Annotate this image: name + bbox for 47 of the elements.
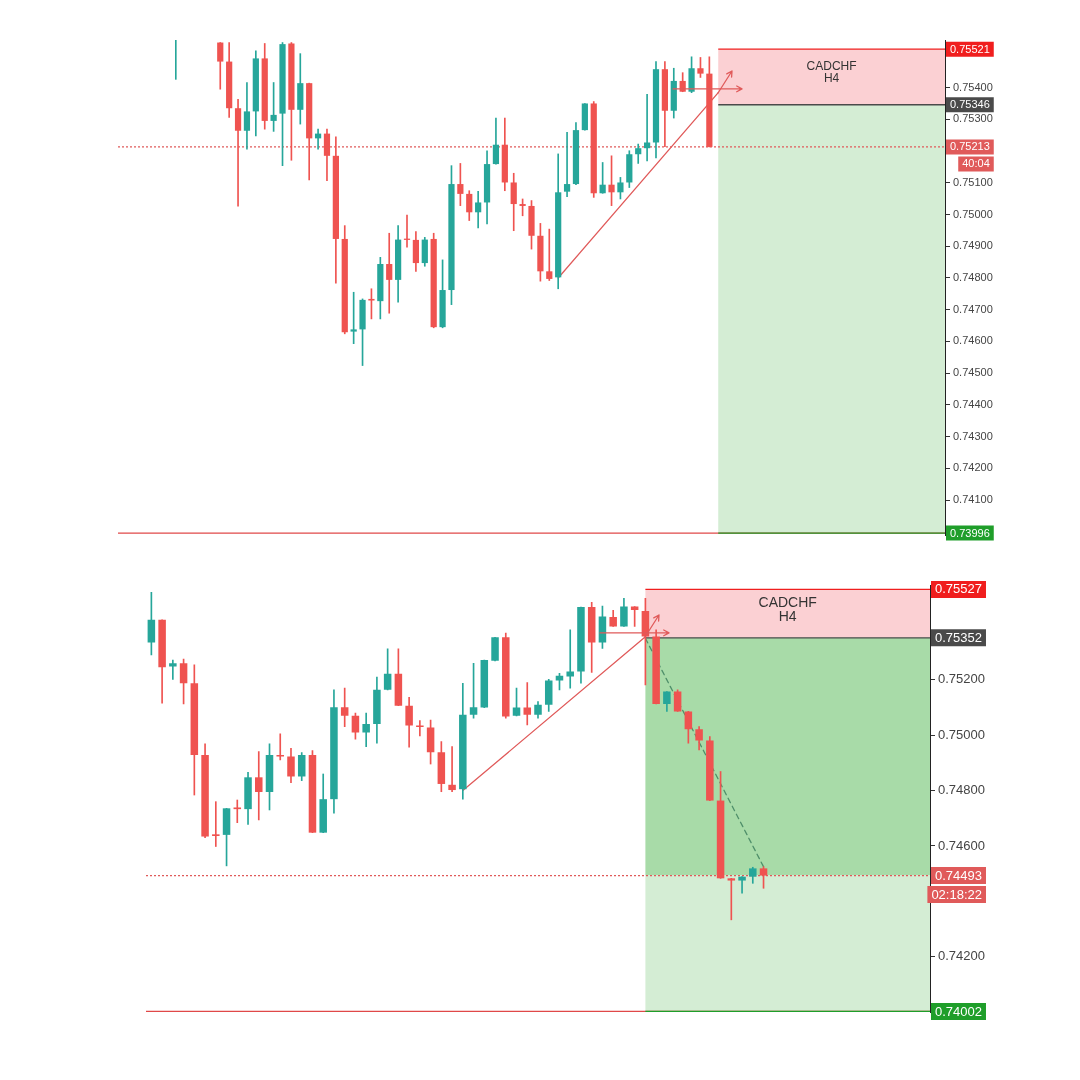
- candlestick: [276, 733, 285, 761]
- ref-line-label: 0.75346: [950, 98, 990, 111]
- candlestick: [169, 659, 177, 680]
- y-tick-label: 0.75000: [938, 726, 985, 742]
- candlestick: [563, 132, 571, 198]
- ref-line-label: 0.74002: [935, 1003, 982, 1019]
- text: 02:18:22: [931, 886, 982, 902]
- y-tick-label: 0.74100: [953, 493, 993, 506]
- y-tick-label: 0.74500: [953, 366, 993, 379]
- ref-line-label: 0.73996: [950, 526, 990, 539]
- ref-line-label: 0.75521: [950, 42, 990, 55]
- y-tick-label: 0.75000: [953, 207, 993, 220]
- y-tick-label: 0.75100: [953, 175, 993, 188]
- candlestick: [448, 746, 456, 793]
- ref-line-label: 0.75213: [950, 140, 990, 153]
- candlestick: [233, 799, 242, 824]
- y-tick-label: 0.75400: [953, 80, 993, 93]
- y-tick-label: 0.74300: [953, 429, 993, 442]
- y-tick-label: 0.74800: [953, 271, 993, 284]
- y-tick-label: 0.75300: [953, 112, 993, 125]
- candlestick: [386, 232, 393, 314]
- y-tick-label: 0.74600: [938, 837, 985, 853]
- candlestick: [738, 876, 746, 894]
- candlestick: [727, 878, 736, 921]
- ref-line-label: 0.74493: [935, 867, 982, 883]
- y-tick-label: 0.74400: [953, 397, 993, 410]
- candlestick: [566, 629, 574, 689]
- candlestick: [234, 99, 242, 207]
- text: 40:04: [962, 157, 990, 170]
- ref-line-label: 0.75352: [935, 629, 982, 645]
- candlestick: [643, 93, 651, 162]
- y-tick-label: 0.74800: [938, 782, 985, 798]
- y-tick-label: 0.74600: [953, 334, 993, 347]
- candlestick: [523, 682, 532, 726]
- candlestick: [255, 751, 263, 821]
- ref-line-label: 0.75527: [935, 581, 982, 597]
- candlestick: [362, 712, 370, 747]
- y-tick-label: 0.74200: [953, 461, 993, 474]
- band-label: CADCHF H4: [758, 593, 817, 624]
- candlestick: [340, 687, 349, 727]
- y-tick-label: 0.74900: [953, 239, 993, 252]
- y-tick-label: 0.74200: [938, 948, 985, 964]
- candlestick: [546, 228, 553, 281]
- candlestick: [212, 801, 220, 847]
- y-tick-label: 0.75200: [938, 671, 985, 687]
- band-label: CADCHF H4: [806, 58, 857, 85]
- y-tick-label: 0.74700: [953, 302, 993, 315]
